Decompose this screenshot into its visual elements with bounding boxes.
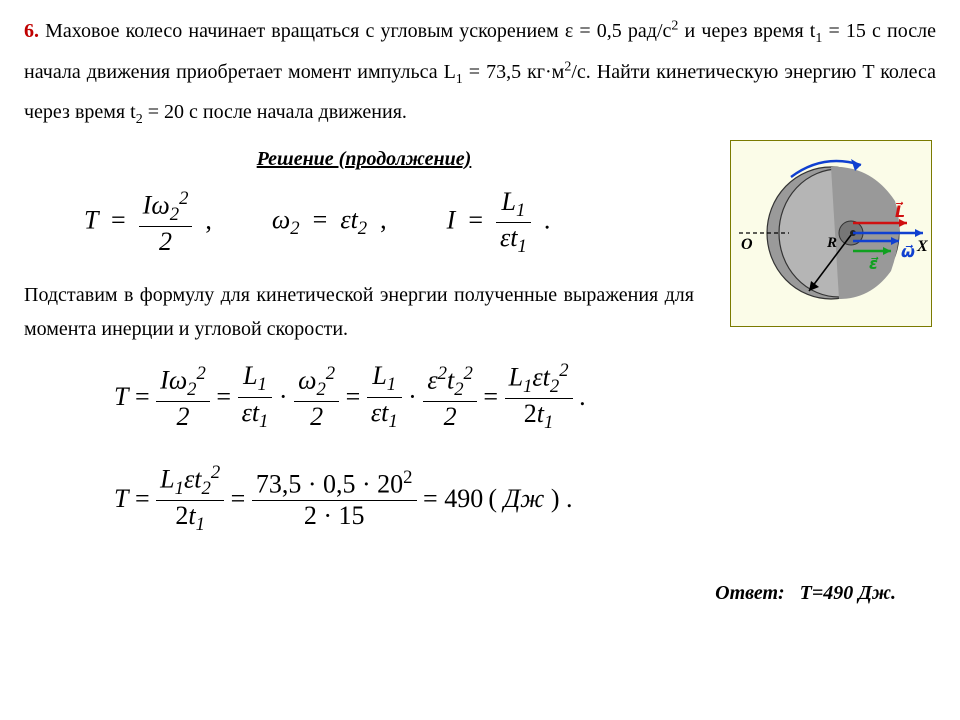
diagram-label-O: O: [741, 236, 753, 253]
formula-derivation: T = Iω22 2 = L1 εt1 · ω22 2 = L1 εt1 ·: [114, 360, 936, 434]
formula-I: I = L1 εt1 .: [447, 187, 551, 258]
diagram-label-R: R: [826, 235, 837, 251]
problem-text: Маховое колесо начинает вращаться с угло…: [24, 20, 936, 123]
answer-label: Ответ:: [715, 582, 785, 604]
problem-statement: 6. Маховое колесо начинает вращаться с у…: [24, 12, 936, 134]
answer-value: T=490 Дж.: [800, 582, 896, 604]
diagram-svg: O R X L⃗ ω⃗ ε⃗: [731, 141, 931, 326]
problem-number: 6.: [24, 20, 39, 42]
formula-omega2: ω2 = εt2 ,: [272, 205, 387, 240]
diagram-label-eps: ε⃗: [869, 256, 879, 273]
formula-calculation: T = L1εt22 2t1 = 73,5 · 0,5 · 202 2 · 15…: [114, 462, 936, 536]
diagram-label-omega: ω⃗: [901, 244, 915, 261]
diagram-label-L: L⃗: [895, 201, 905, 221]
section-title: Решение (продолжение): [234, 148, 494, 171]
diagram: O R X L⃗ ω⃗ ε⃗: [730, 140, 932, 327]
explanation-text: Подставим в формулу для кинетической эне…: [24, 278, 694, 346]
formula-T: T = Iω22 2 ,: [84, 188, 212, 257]
diagram-label-X: X: [916, 238, 928, 255]
answer: Ответ: T=490 Дж.: [24, 582, 936, 605]
